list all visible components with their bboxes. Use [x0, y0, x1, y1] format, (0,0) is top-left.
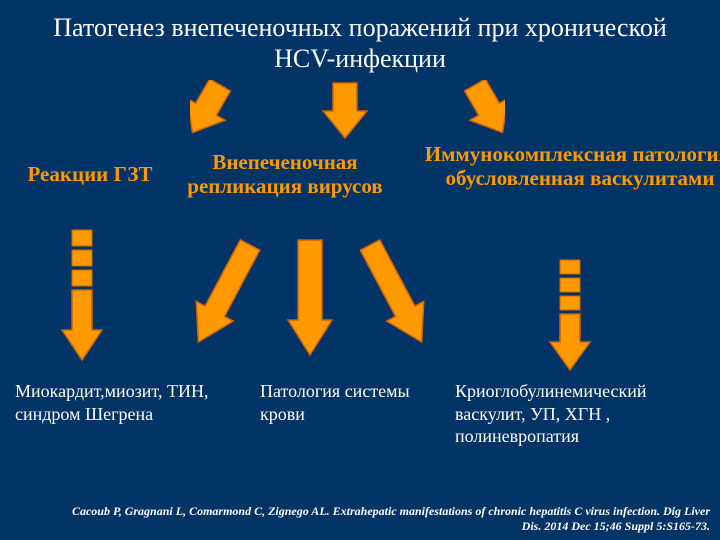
node-left: Реакции ГЗТ [10, 162, 170, 186]
outcome-left: Миокардит,миозит, ТИН, синдром Шегрена [15, 380, 235, 425]
hatched-arrow-right [548, 255, 592, 375]
node-right: Иммунокомплексная патология, обусловленн… [420, 142, 720, 190]
hatched-arrow-left [60, 225, 104, 365]
arrow-top-right [445, 80, 505, 150]
citation: Cacoub P, Gragnani L, Comarmond C, Zigne… [60, 504, 710, 534]
outcome-mid: Патология системы крови [260, 380, 430, 425]
arrow-mid-mid [280, 235, 340, 385]
outcome-right: Криоглобулинемический васкулит, УП, ХГН … [455, 380, 715, 448]
arrow-top-mid [315, 78, 375, 148]
node-mid: Внепеченочная репликация вирусов [160, 150, 410, 198]
arrow-mid-left [190, 235, 280, 385]
arrow-top-left [190, 80, 250, 150]
page-title: Патогенез внепеченочных поражений при хр… [0, 0, 720, 82]
arrow-mid-right [340, 235, 430, 385]
